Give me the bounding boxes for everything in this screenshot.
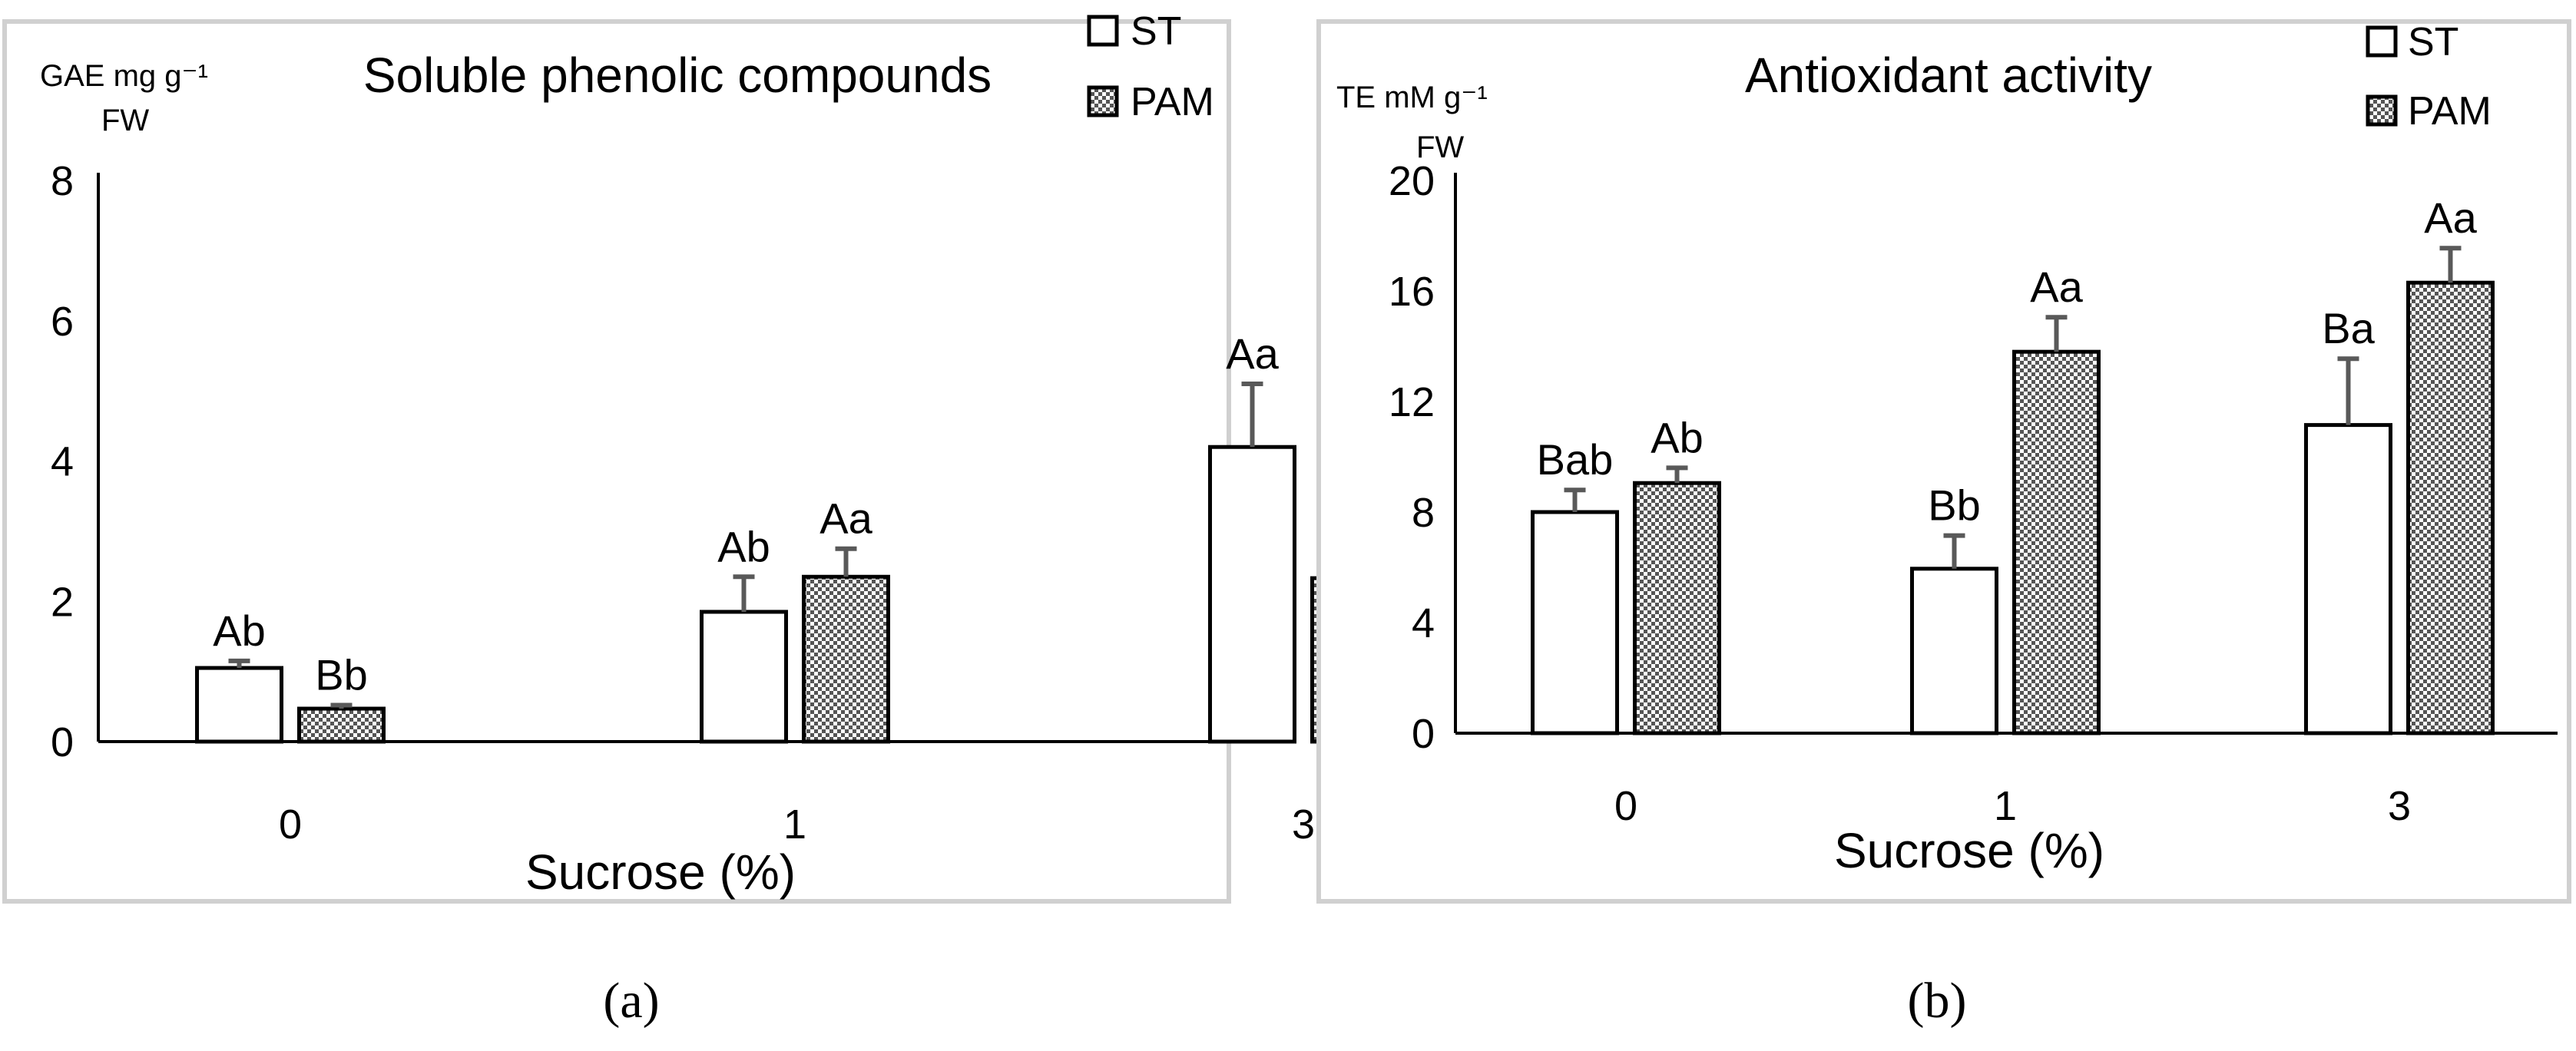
x-tick-label: 0 — [279, 801, 302, 848]
legend-label-pam: PAM — [1131, 80, 1214, 124]
legend: ST PAM — [1087, 9, 1214, 124]
significance-label: Bb — [315, 650, 368, 699]
y-tick-label: 6 — [51, 299, 74, 345]
significance-label: Aa — [2030, 263, 2083, 311]
y-tick-label: 8 — [51, 158, 74, 204]
bar-st — [1910, 567, 1998, 735]
y-tick-label: 16 — [1389, 269, 1435, 315]
y-tick-label: 0 — [51, 719, 74, 765]
bar-pam — [802, 574, 890, 744]
significance-label: Ab — [213, 606, 266, 655]
x-axis-label: Sucrose (%) — [525, 844, 796, 900]
significance-label: Ba — [2322, 304, 2375, 352]
panel-caption: (a) — [603, 973, 659, 1029]
bar-st — [700, 610, 788, 744]
x-axis-label: Sucrose (%) — [1834, 823, 2104, 878]
y-axis-label: GAE mg g⁻¹ — [40, 59, 208, 93]
panel-frame — [2, 19, 1231, 904]
x-tick-label: 1 — [1994, 783, 2017, 829]
x-tick-label: 0 — [1614, 783, 1637, 829]
legend-swatch-pam — [1087, 85, 1119, 117]
y-tick-label: 8 — [1412, 490, 1435, 536]
legend: ST PAM — [2366, 20, 2492, 134]
x-tick-label: 3 — [1292, 801, 1315, 848]
y-tick-label: 4 — [1412, 600, 1435, 646]
bar-pam — [1633, 481, 1721, 735]
significance-label: Aa — [2424, 193, 2477, 242]
bar-pam — [2406, 280, 2495, 735]
bar-st — [1531, 510, 1619, 735]
chart-title: Soluble phenolic compounds — [363, 48, 992, 103]
significance-label: Bab — [1537, 435, 1614, 484]
chart-panel-b: Antioxidant activity TE mM g⁻¹ FW 0 4 8 12 16 20… — [1316, 19, 2571, 1029]
legend-label-pam: PAM — [2408, 89, 2492, 134]
chart-panel-a: Soluble phenolic compounds GAE mg g⁻¹ FW 0 2… — [2, 9, 1399, 1029]
y-tick-label: 12 — [1389, 379, 1435, 425]
legend-swatch-st — [1087, 15, 1119, 47]
y-tick-label: 0 — [1412, 711, 1435, 757]
significance-label: Aa — [1226, 329, 1279, 378]
y-axis-label-unit: FW — [101, 104, 149, 137]
significance-label: Aa — [819, 494, 872, 543]
legend-swatch-st — [2366, 25, 2398, 58]
x-tick-label: 1 — [783, 801, 806, 848]
legend-swatch-pam — [2366, 94, 2398, 127]
y-axis-label-unit: FW — [1416, 131, 1464, 164]
bar-st — [2304, 423, 2392, 735]
legend-label-st: ST — [2408, 20, 2458, 64]
bar-st — [195, 666, 283, 744]
y-tick-label: 2 — [51, 579, 74, 625]
bar-pam — [297, 706, 386, 744]
bar-st — [1208, 445, 1296, 744]
y-axis-label: TE mM g⁻¹ — [1336, 81, 1488, 114]
y-tick-label: 20 — [1389, 158, 1435, 204]
chart-title: Antioxidant activity — [1745, 48, 2152, 103]
significance-label: Ab — [1651, 413, 1704, 461]
x-tick-label: 3 — [2388, 783, 2411, 829]
bar-pam — [2012, 349, 2101, 735]
y-tick-label: 4 — [51, 439, 74, 485]
legend-label-st: ST — [1131, 9, 1181, 54]
significance-label: Bb — [1928, 481, 1981, 530]
panel-caption: (b) — [1908, 973, 1967, 1029]
significance-label: Ab — [717, 522, 770, 570]
